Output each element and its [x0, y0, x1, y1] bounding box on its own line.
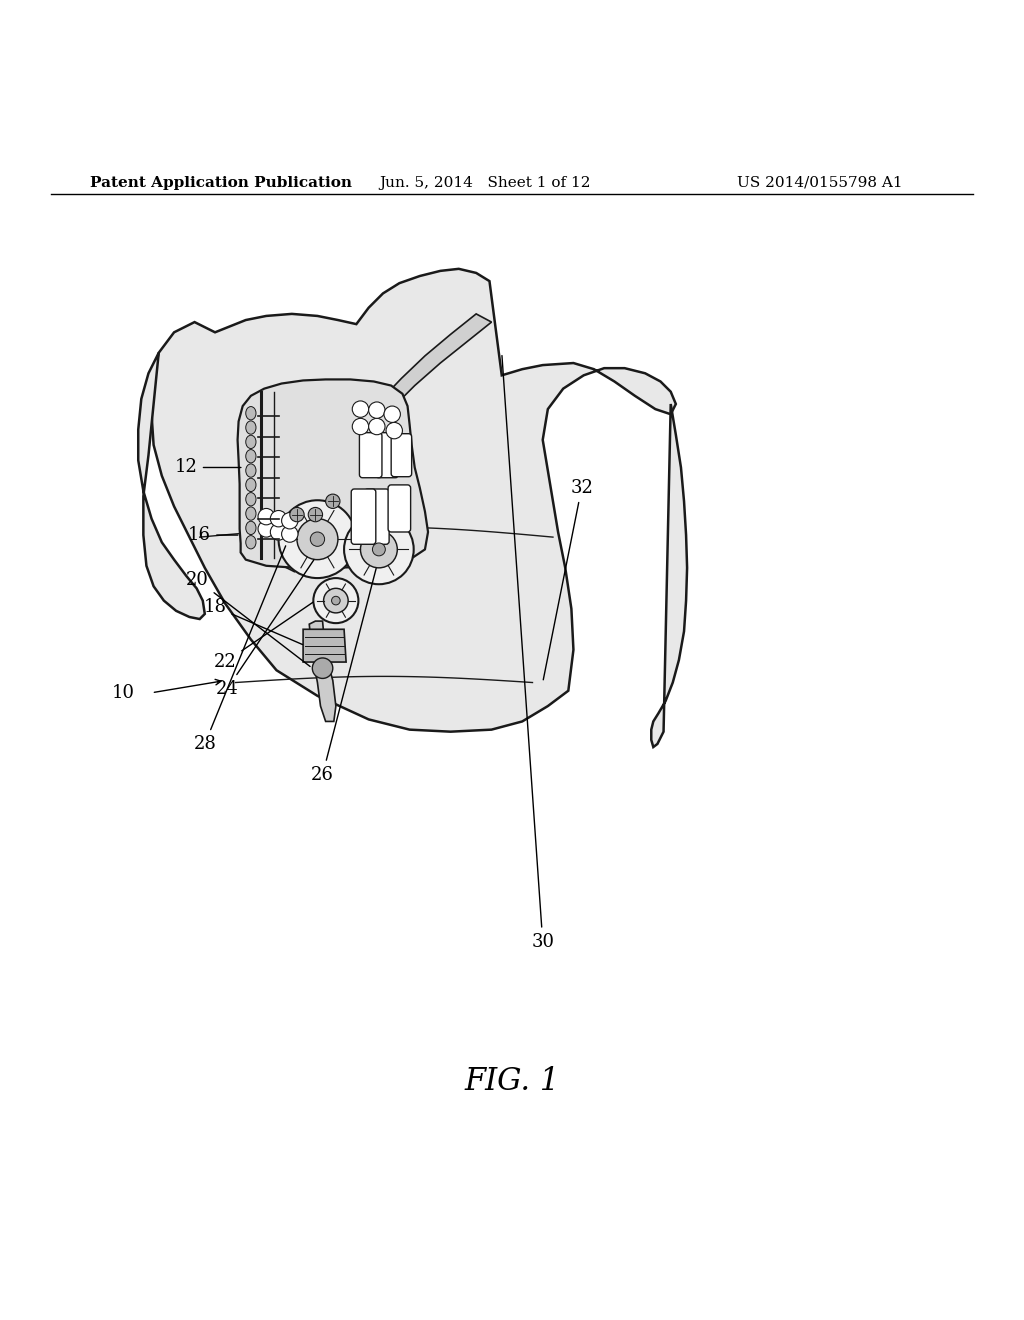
FancyBboxPatch shape [388, 484, 411, 532]
Circle shape [312, 657, 333, 678]
Text: 22: 22 [214, 602, 313, 671]
Ellipse shape [246, 521, 256, 535]
Circle shape [279, 500, 356, 578]
Circle shape [324, 589, 348, 612]
Text: Jun. 5, 2014   Sheet 1 of 12: Jun. 5, 2014 Sheet 1 of 12 [379, 176, 591, 190]
Circle shape [270, 524, 287, 540]
Circle shape [258, 508, 274, 525]
Circle shape [313, 578, 358, 623]
Circle shape [282, 512, 298, 529]
Circle shape [270, 511, 287, 527]
Circle shape [373, 543, 385, 556]
Text: US 2014/0155798 A1: US 2014/0155798 A1 [737, 176, 903, 190]
Ellipse shape [246, 421, 256, 434]
Polygon shape [138, 352, 205, 619]
Text: 12: 12 [175, 458, 241, 477]
Text: 26: 26 [311, 569, 376, 784]
Ellipse shape [246, 492, 256, 506]
Circle shape [308, 507, 323, 521]
Polygon shape [651, 404, 687, 747]
Text: 10: 10 [112, 684, 134, 702]
Text: 18: 18 [204, 598, 303, 644]
Polygon shape [309, 622, 336, 722]
Polygon shape [238, 379, 428, 568]
Circle shape [386, 422, 402, 438]
FancyBboxPatch shape [391, 434, 412, 477]
Circle shape [369, 418, 385, 434]
Circle shape [360, 531, 397, 568]
Circle shape [258, 520, 274, 537]
Circle shape [290, 507, 304, 521]
Circle shape [326, 494, 340, 508]
Ellipse shape [246, 478, 256, 491]
Text: 20: 20 [186, 572, 310, 667]
Text: FIG. 1: FIG. 1 [464, 1067, 560, 1097]
Ellipse shape [246, 436, 256, 449]
Ellipse shape [246, 450, 256, 463]
Polygon shape [303, 630, 346, 663]
FancyBboxPatch shape [359, 433, 382, 478]
Text: 28: 28 [194, 546, 286, 752]
Circle shape [352, 401, 369, 417]
Circle shape [310, 532, 325, 546]
Polygon shape [285, 470, 338, 572]
Ellipse shape [246, 507, 256, 520]
Circle shape [384, 407, 400, 422]
Circle shape [332, 597, 340, 605]
Circle shape [297, 519, 338, 560]
Text: 16: 16 [188, 527, 238, 544]
FancyBboxPatch shape [376, 433, 398, 478]
Circle shape [282, 525, 298, 543]
Circle shape [352, 418, 369, 434]
Ellipse shape [246, 463, 256, 478]
Text: Patent Application Publication: Patent Application Publication [90, 176, 352, 190]
Ellipse shape [246, 407, 256, 420]
Polygon shape [328, 314, 492, 475]
Circle shape [369, 403, 385, 418]
Polygon shape [152, 269, 676, 731]
Text: 24: 24 [216, 560, 313, 698]
Text: 30: 30 [502, 355, 554, 950]
FancyBboxPatch shape [351, 488, 376, 544]
Ellipse shape [246, 536, 256, 549]
Circle shape [344, 515, 414, 585]
FancyBboxPatch shape [365, 488, 389, 544]
Text: 32: 32 [544, 479, 593, 680]
